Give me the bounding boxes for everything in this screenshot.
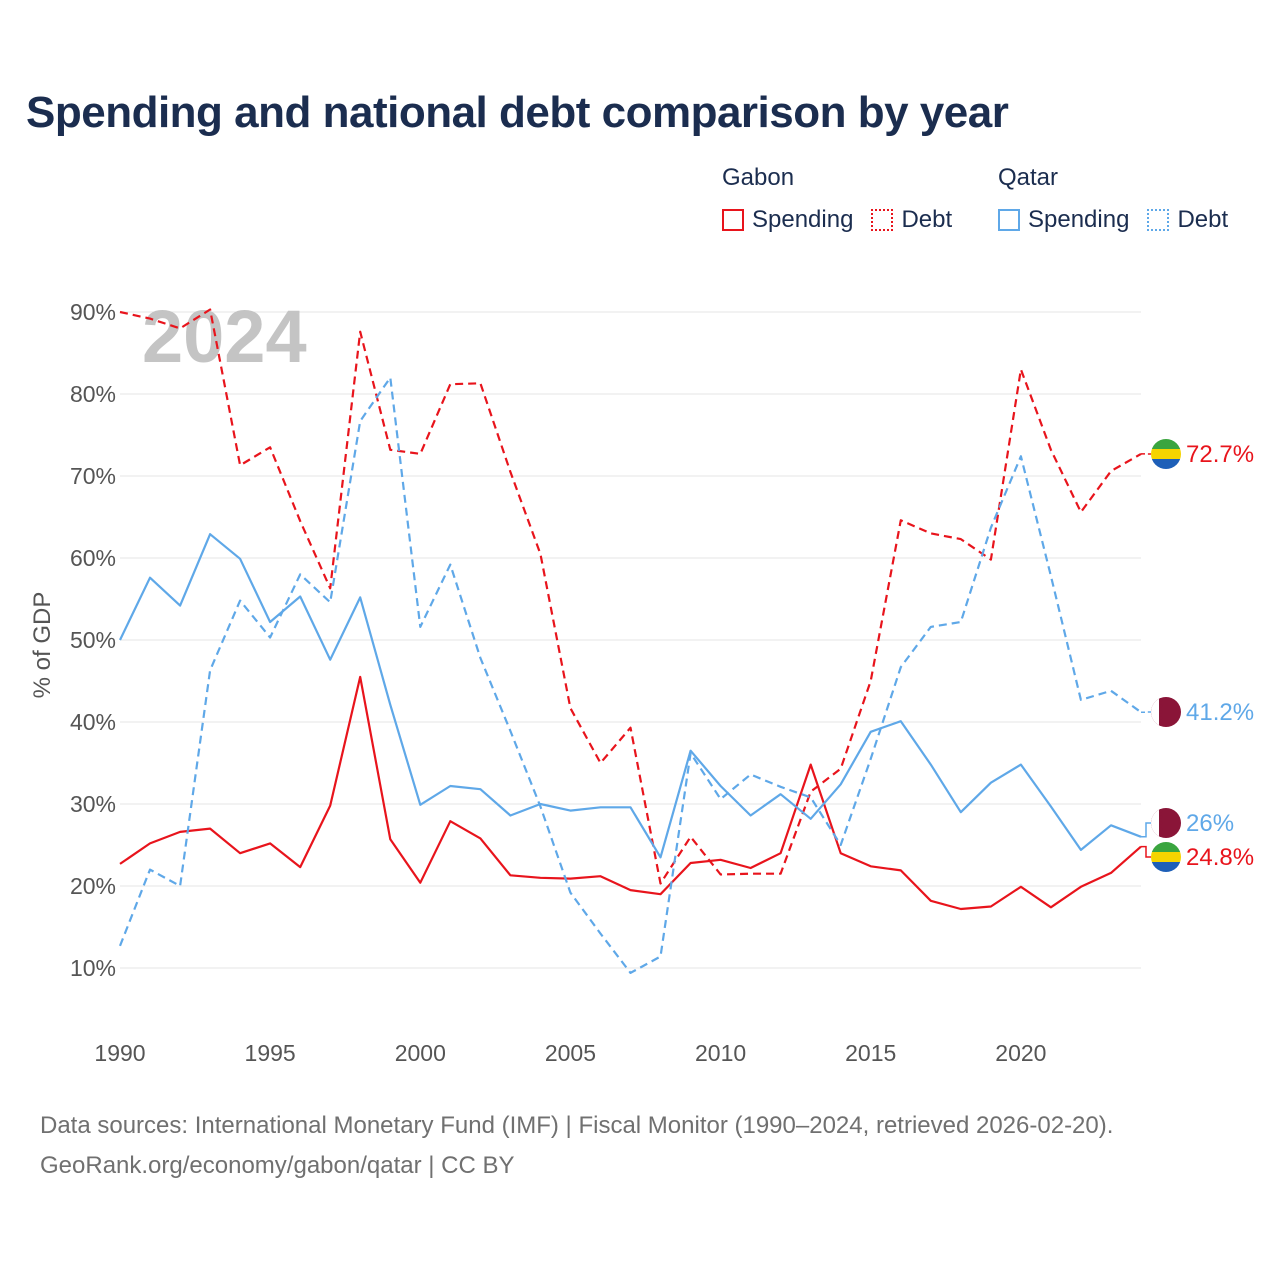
legend-qatar-debt[interactable]: Debt: [1147, 206, 1228, 234]
legend-swatch-dotted: [1147, 209, 1170, 231]
qatar-flag-icon: [1151, 697, 1181, 727]
series-line-qatar-debt[interactable]: [118, 376, 1142, 975]
y-tick-label: 20%: [70, 873, 116, 899]
legend-label: Debt: [901, 206, 953, 233]
end-label-gabon-spending: 24.8%: [1186, 844, 1254, 871]
y-tick-label: 90%: [70, 299, 116, 325]
series-line-qatar-spending[interactable]: [119, 533, 1142, 859]
y-tick-label: 80%: [70, 381, 116, 407]
gabon-flag-icon: [1151, 842, 1181, 872]
legend-gabon-spending[interactable]: Spending: [722, 206, 853, 234]
x-tick-label: 2010: [695, 1040, 746, 1066]
y-axis-label: % of GDP: [29, 592, 56, 699]
series-line-gabon-debt[interactable]: [119, 308, 1142, 885]
legend-label: Spending: [752, 206, 854, 233]
end-label-gabon-debt: 72.7%: [1186, 441, 1254, 468]
x-tick-label: 1995: [245, 1040, 296, 1066]
chart-title: Spending and national debt comparison by…: [26, 88, 1009, 137]
y-tick-label: 70%: [70, 463, 116, 489]
y-tick-label: 50%: [70, 627, 116, 653]
y-tick-label: 30%: [70, 791, 116, 817]
x-tick-label: 2000: [395, 1040, 446, 1066]
end-label-connector: [1141, 822, 1151, 838]
qatar-flag-icon: [1151, 808, 1181, 838]
y-tick-label: 10%: [70, 955, 116, 981]
line-chart: 2024 10% 20% 30% 40% 50% 60% 70% 80% 90% 1990 199…: [29, 295, 1254, 1066]
source-note: Data sources: International Monetary Fun…: [40, 1112, 1114, 1139]
legend-group-gabon: Gabon Spending Debt: [722, 164, 970, 234]
footer: Data sources: International Monetary Fun…: [40, 1106, 1113, 1186]
end-label-qatar-debt: 41.2%: [1186, 699, 1254, 726]
legend-qatar-spending[interactable]: Spending: [998, 206, 1129, 234]
legend-swatch-dotted: [871, 209, 894, 231]
legend-group-title: Qatar: [998, 164, 1059, 191]
legend-swatch-solid: [722, 209, 744, 231]
gabon-flag-icon: [1151, 439, 1181, 469]
x-tick-label: 1990: [94, 1040, 145, 1066]
legend-label: Debt: [1177, 206, 1229, 233]
end-label-connector: [1141, 845, 1151, 858]
legend-gabon-debt[interactable]: Debt: [871, 206, 952, 234]
x-tick-label: 2005: [545, 1040, 596, 1066]
legend-swatch-solid: [998, 209, 1020, 231]
series-line-gabon-spending[interactable]: [119, 675, 1142, 911]
attribution-link[interactable]: GeoRank.org/economy/gabon/qatar | CC BY: [40, 1152, 515, 1179]
x-tick-label: 2015: [845, 1040, 896, 1066]
legend-label: Spending: [1028, 206, 1130, 233]
legend-group-title: Gabon: [722, 164, 795, 191]
y-tick-label: 60%: [70, 545, 116, 571]
y-tick-label: 40%: [70, 709, 116, 735]
x-tick-label: 2020: [995, 1040, 1046, 1066]
year-watermark: 2024: [142, 295, 307, 378]
legend-group-qatar: Qatar Spending Debt: [998, 164, 1246, 234]
end-label-qatar-spending: 26%: [1186, 810, 1234, 837]
